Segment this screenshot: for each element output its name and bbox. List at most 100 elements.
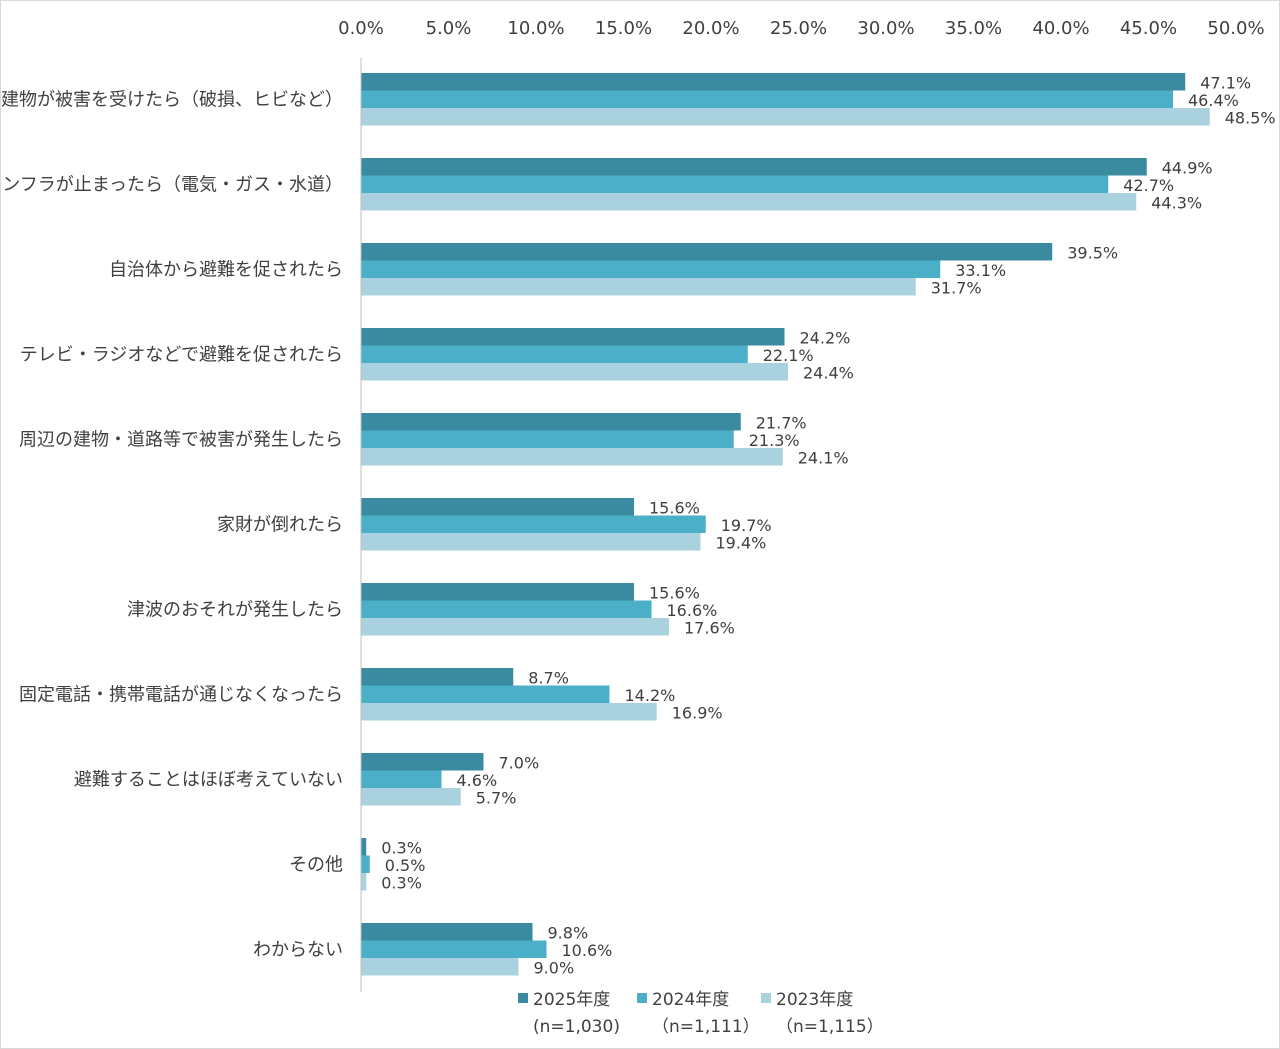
bar-2024-3 [361, 345, 748, 363]
bars [361, 73, 1210, 976]
data-label: 4.6% [457, 771, 498, 790]
bar-2023-1 [361, 193, 1137, 211]
data-label: 24.2% [800, 329, 851, 348]
bar-2023-10 [361, 958, 519, 976]
bar-2024-8 [361, 770, 442, 788]
data-label: 44.3% [1151, 194, 1202, 213]
data-label: 14.2% [625, 686, 676, 705]
bar-2025-7 [361, 668, 514, 686]
data-label: 9.0% [534, 959, 575, 978]
data-label: 0.3% [381, 839, 422, 858]
bar-2024-6 [361, 600, 652, 618]
x-tick-label: 15.0% [595, 18, 652, 39]
legend: 2025年度 (n=1,030) 2024年度 （n=1,111） 2023年度 （n=1… [518, 990, 884, 1037]
data-label: 24.1% [798, 449, 849, 468]
bar-2025-0 [361, 73, 1186, 91]
data-label: 19.7% [721, 516, 772, 535]
data-label: 16.9% [672, 704, 723, 723]
bar-2024-7 [361, 685, 610, 703]
data-label: 22.1% [763, 346, 814, 365]
bar-2024-9 [361, 855, 370, 873]
category-label: 自治体から避難を促されたら [109, 259, 343, 280]
category-label: 避難することはほぼ考えていない [74, 769, 343, 790]
data-label: 15.6% [649, 584, 700, 603]
data-label: 7.0% [499, 754, 540, 773]
bar-2023-6 [361, 618, 669, 636]
legend-swatch [761, 993, 771, 1003]
legend-swatch [637, 993, 647, 1003]
bar-2025-9 [361, 838, 367, 856]
data-label: 0.3% [381, 874, 422, 893]
legend-sample-size: （n=1,115） [776, 1017, 884, 1037]
category-label: 津波のおそれが発生したら [127, 599, 343, 620]
data-label: 17.6% [684, 619, 735, 638]
category-label: テレビ・ラジオなどで避難を促されたら [20, 344, 343, 365]
x-tick-label: 30.0% [857, 18, 914, 39]
x-tick-label: 50.0% [1207, 18, 1264, 39]
legend-label: 2025年度 [533, 990, 610, 1010]
bar-2023-7 [361, 703, 657, 721]
category-label: その他 [289, 854, 343, 875]
bar-2025-4 [361, 413, 741, 431]
data-label: 48.5% [1225, 109, 1276, 128]
legend-label: 2024年度 [652, 990, 729, 1010]
x-axis-ticks: 0.0% 5.0% 10.0% 15.0% 20.0% 25.0% 30.0% 35.0% 40… [338, 18, 1264, 39]
data-label: 21.7% [756, 414, 807, 433]
data-label: 33.1% [955, 261, 1006, 280]
data-label: 42.7% [1123, 176, 1174, 195]
legend-sample-size: （n=1,111） [652, 1017, 760, 1037]
data-label: 5.7% [476, 789, 517, 808]
data-label: 16.6% [667, 601, 718, 620]
x-tick-label: 35.0% [945, 18, 1002, 39]
bar-2024-1 [361, 175, 1109, 193]
data-labels: 47.1%46.4%48.5% 44.9%42.7%44.3% 39.5% 33.1%… [381, 74, 1275, 978]
data-label: 44.9% [1162, 159, 1213, 178]
bar-2023-3 [361, 363, 788, 381]
bar-2023-8 [361, 788, 461, 806]
x-tick-label: 40.0% [1032, 18, 1089, 39]
x-tick-label: 25.0% [770, 18, 827, 39]
bar-2025-6 [361, 583, 634, 601]
category-label: インフラが止まったら（電気・ガス・水道） [0, 174, 343, 195]
category-label: 周辺の建物・道路等で被害が発生したら [19, 429, 343, 450]
category-label: 固定電話・携帯電話が通じなくなったら [19, 684, 343, 705]
bar-2025-10 [361, 923, 533, 941]
data-label: 8.7% [528, 669, 569, 688]
bar-2025-5 [361, 498, 634, 516]
bar-2023-9 [361, 873, 367, 891]
data-label: 39.5% [1067, 244, 1118, 263]
bar-2024-5 [361, 515, 706, 533]
data-label: 24.4% [803, 364, 854, 383]
data-label: 19.4% [716, 534, 767, 553]
bar-2023-2 [361, 278, 916, 296]
x-tick-label: 20.0% [682, 18, 739, 39]
data-label: 47.1% [1200, 74, 1251, 93]
bar-2023-4 [361, 448, 783, 466]
category-label: 建物が被害を受けたら（破損、ヒビなど） [1, 89, 343, 110]
bar-2023-5 [361, 533, 701, 551]
data-label: 31.7% [931, 279, 982, 298]
data-label: 10.6% [562, 941, 613, 960]
bar-2023-0 [361, 108, 1210, 126]
bar-2025-8 [361, 753, 484, 771]
bar-2024-10 [361, 940, 547, 958]
x-tick-label: 45.0% [1120, 18, 1177, 39]
legend-label: 2023年度 [776, 990, 853, 1010]
x-tick-label: 0.0% [338, 18, 384, 39]
legend-sample-size: (n=1,030) [533, 1017, 620, 1037]
x-tick-label: 10.0% [507, 18, 564, 39]
data-label: 21.3% [749, 431, 800, 450]
data-label: 0.5% [385, 856, 426, 875]
x-tick-label: 5.0% [426, 18, 472, 39]
category-label: わからない [253, 939, 343, 960]
category-label: 家財が倒れたら [217, 514, 343, 535]
bar-2024-2 [361, 260, 941, 278]
bar-2025-2 [361, 243, 1053, 261]
bar-2025-1 [361, 158, 1147, 176]
bar-2024-4 [361, 430, 734, 448]
data-label: 9.8% [548, 924, 589, 943]
category-labels: 建物が被害を受けたら（破損、ヒビなど） インフラが止まったら（電気・ガス・水道） 自… [0, 89, 343, 960]
data-label: 15.6% [649, 499, 700, 518]
bar-2024-0 [361, 90, 1173, 108]
